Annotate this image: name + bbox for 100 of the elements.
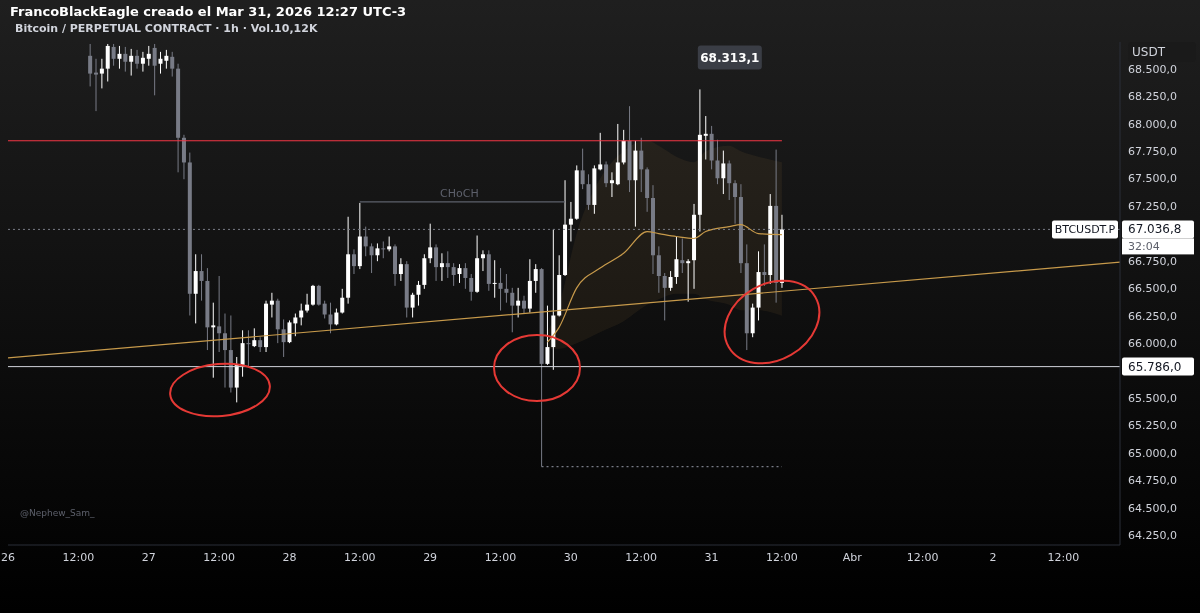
candlestick	[445, 250, 450, 279]
candlestick	[721, 150, 726, 195]
candlestick	[246, 329, 251, 368]
y-tick-label: 67.500,0	[1128, 172, 1177, 186]
y-tick-label: 68.000,0	[1128, 117, 1177, 131]
candlestick	[94, 58, 99, 112]
candlestick	[662, 272, 667, 321]
y-tick-label: 65.000,0	[1128, 446, 1177, 460]
candlestick	[223, 313, 227, 389]
candlestick	[762, 243, 767, 287]
x-tick-label: 27	[141, 550, 156, 564]
candlestick	[615, 123, 620, 186]
candlestick	[410, 292, 415, 318]
y-tick-label: 64.250,0	[1128, 529, 1177, 543]
x-tick-label: 12:00	[62, 550, 95, 564]
candlestick	[568, 201, 573, 242]
annotation: CHoCH	[440, 186, 479, 200]
candlestick	[434, 243, 439, 282]
candlestick	[621, 129, 626, 165]
x-tick-label: 12:00	[906, 550, 939, 564]
y-tick-label: 66.000,0	[1128, 337, 1177, 351]
y-tick-label: 67.250,0	[1128, 199, 1177, 213]
candlestick	[498, 267, 503, 312]
candlestick	[604, 160, 609, 188]
candlestick	[398, 257, 403, 282]
candlestick	[480, 249, 485, 272]
candlestick	[287, 319, 292, 344]
candlestick	[135, 49, 140, 70]
y-tick-label: 64.750,0	[1128, 474, 1177, 488]
candlestick	[586, 173, 591, 211]
candlestick	[305, 293, 310, 314]
candlestick	[316, 284, 321, 307]
candlestick	[117, 45, 122, 70]
candlestick	[492, 259, 497, 299]
candlestick	[293, 313, 298, 337]
candlestick	[727, 159, 732, 201]
candlestick	[463, 262, 468, 290]
candlestick	[111, 43, 116, 67]
y-tick-label: 65.250,0	[1128, 419, 1177, 433]
candlestick	[369, 242, 374, 274]
candlestick	[504, 273, 509, 304]
candlestick	[234, 356, 239, 403]
x-tick-label: 12:00	[343, 550, 376, 564]
y-axis-title: USDT	[1128, 42, 1196, 62]
candlestick	[351, 248, 356, 275]
candlestick	[686, 258, 691, 303]
candlestick	[123, 46, 128, 73]
y-tick-label: 66.500,0	[1128, 282, 1177, 296]
candlestick	[580, 148, 585, 190]
x-tick-label: Abr	[842, 550, 863, 564]
text: 32:04	[1128, 240, 1160, 254]
candlestick	[522, 295, 527, 315]
candlestick	[99, 58, 104, 89]
candlestick	[252, 327, 257, 348]
candlestick	[105, 43, 110, 82]
x-tick-label: 31	[704, 550, 719, 564]
x-tick-label: 12:00	[625, 550, 658, 564]
ref-line-label: 65.786,0	[1128, 359, 1182, 374]
annotation: 68.313,1	[700, 51, 760, 66]
candlestick	[715, 139, 720, 185]
candlestick	[598, 132, 603, 171]
candlestick	[170, 51, 175, 78]
candlestick	[639, 137, 644, 193]
x-tick-label: 12:00	[766, 550, 798, 564]
candlestick	[668, 270, 673, 292]
y-tick-label: 65.500,0	[1128, 391, 1177, 405]
annotation: @Nephew_Sam_	[20, 508, 95, 518]
candlestick	[510, 287, 515, 333]
chart-subtitle: FrancoBlackEagle creado el Mar 31, 2026 12:27 UTC-3	[10, 4, 407, 19]
candlestick	[545, 305, 550, 366]
candlestick	[328, 302, 333, 334]
candlestick	[193, 253, 198, 324]
candlestick	[211, 302, 216, 379]
x-tick-label: 12:00	[484, 550, 517, 564]
candlestick	[88, 43, 93, 87]
candlestick	[152, 43, 157, 96]
annotation: BTCUSDT.P	[1054, 223, 1116, 237]
candlestick	[381, 240, 386, 259]
y-tick-label: 67.750,0	[1128, 145, 1177, 159]
candlestick	[199, 253, 204, 302]
x-tick-label: 26	[1, 550, 15, 564]
candlestick	[533, 263, 538, 294]
candlestick	[609, 171, 614, 198]
candlestick	[516, 287, 521, 318]
candlestick	[733, 179, 738, 225]
x-tick-label: 12:00	[1047, 550, 1080, 564]
y-tick-label: 68.500,0	[1128, 62, 1177, 76]
candlestick	[674, 236, 679, 285]
candlestick	[680, 237, 685, 274]
candlestick	[416, 280, 421, 307]
x-tick-label: 12:00	[203, 550, 235, 564]
x-tick-label: 2	[989, 550, 997, 564]
x-tick-label: 30	[563, 550, 578, 564]
y-tick-label: 66.250,0	[1128, 309, 1177, 323]
ref-line-label: 67.036,8	[1128, 222, 1182, 237]
candlestick	[340, 288, 345, 315]
candlestick	[428, 223, 433, 264]
candlestick	[281, 318, 286, 358]
candlestick	[310, 284, 315, 307]
x-tick-label: 29	[423, 550, 438, 564]
